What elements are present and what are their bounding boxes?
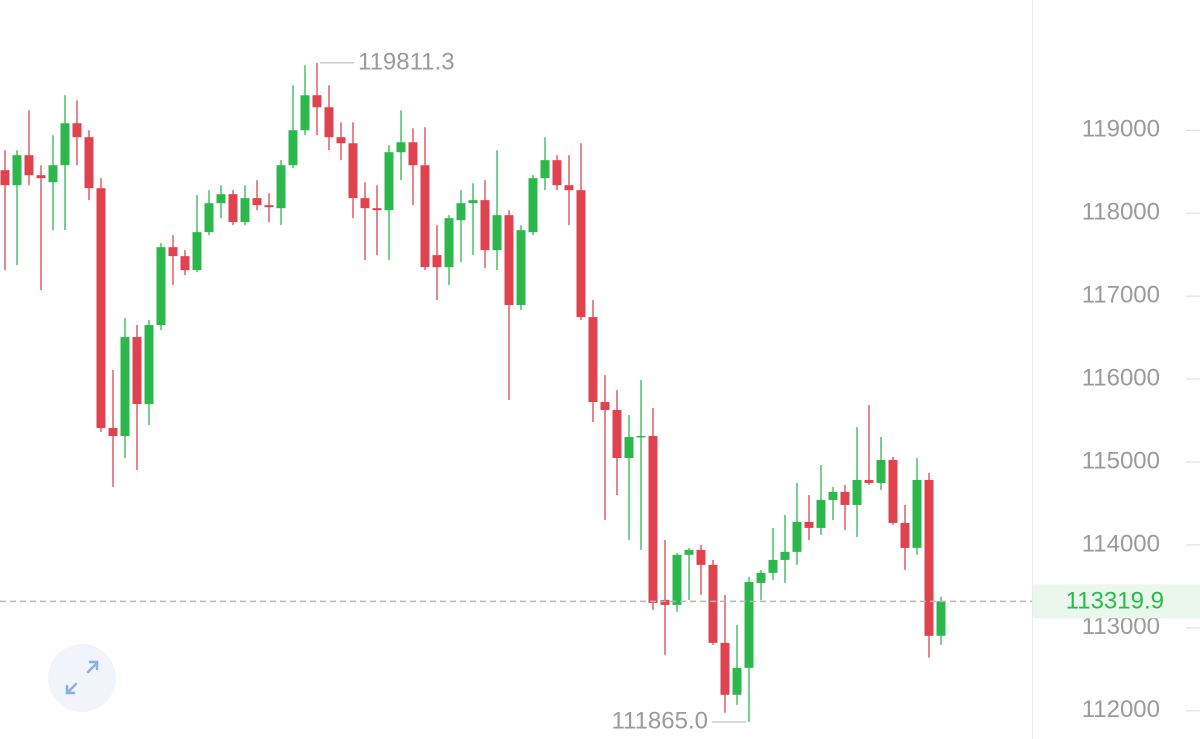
candle-body <box>384 152 394 211</box>
y-tick-label: 119000 <box>1082 116 1160 143</box>
candle-body <box>768 559 778 573</box>
candle-body <box>756 572 766 583</box>
candle-body <box>696 549 706 565</box>
candle-body <box>504 215 514 306</box>
candle-body <box>204 203 214 233</box>
candle-body <box>612 409 622 458</box>
y-tick-label: 118000 <box>1082 199 1160 226</box>
candle-body <box>72 123 82 138</box>
low-label: 111865.0 <box>611 707 708 734</box>
candle-body <box>780 551 790 560</box>
candle-body <box>660 599 670 605</box>
candle-body <box>708 564 718 643</box>
y-tick-label: 117000 <box>1082 281 1160 308</box>
candle-body <box>396 142 406 153</box>
candle-body <box>324 107 334 138</box>
candle-body <box>240 198 250 223</box>
candle-body <box>156 247 166 326</box>
candle-body <box>636 436 646 438</box>
y-tick-label: 115000 <box>1082 447 1160 474</box>
candle-body <box>420 165 430 268</box>
candle-body <box>0 170 10 186</box>
candle-body <box>168 247 178 257</box>
last-price-label: 113319.9 <box>1066 588 1164 615</box>
candle-body <box>336 137 346 144</box>
candle-body <box>900 522 910 548</box>
candle-body <box>48 165 58 183</box>
candle-body <box>564 185 574 191</box>
candle-body <box>312 95 322 108</box>
candle-body <box>300 95 310 131</box>
candle-body <box>816 499 826 528</box>
candle-body <box>912 479 922 548</box>
candle-body <box>12 155 22 186</box>
candle-body <box>792 521 802 552</box>
last-price-tag <box>1033 584 1200 619</box>
candle-body <box>528 178 538 233</box>
candle-body <box>36 175 46 179</box>
candle-body <box>624 437 634 458</box>
candle-body <box>372 208 382 211</box>
candle-body <box>840 491 850 505</box>
candle-body <box>588 317 598 403</box>
candle-body <box>84 137 94 189</box>
candle-body <box>468 200 478 204</box>
high-label: 119811.3 <box>358 48 455 75</box>
candle-body <box>432 255 442 268</box>
candle-body <box>684 549 694 555</box>
candle-body <box>120 337 130 437</box>
candle-body <box>444 218 454 268</box>
candle-body <box>516 230 526 306</box>
candle-body <box>804 521 814 528</box>
candle-body <box>276 165 286 209</box>
y-tick-label: 114000 <box>1082 530 1160 557</box>
y-tick-label: 112000 <box>1082 696 1160 723</box>
candle-body <box>864 479 874 483</box>
candle-body <box>252 198 262 206</box>
candle-body <box>672 554 682 605</box>
candle-body <box>732 667 742 695</box>
candle-body <box>348 143 358 199</box>
y-tick-label: 116000 <box>1082 364 1160 391</box>
expand-button[interactable] <box>48 644 116 712</box>
candle-body <box>180 256 190 271</box>
candle-body <box>648 436 658 603</box>
candle-body <box>552 160 562 186</box>
candle-body <box>408 142 418 166</box>
candle-body <box>936 601 946 636</box>
candle-body <box>288 130 298 166</box>
candle-body <box>888 459 898 523</box>
candle-body <box>876 459 886 483</box>
candle-body <box>96 188 106 428</box>
candle-body <box>192 232 202 271</box>
candle-body <box>60 123 70 166</box>
candle-body <box>144 325 154 405</box>
candle-body <box>456 203 466 221</box>
candle-body <box>828 491 838 500</box>
candle-body <box>720 642 730 695</box>
candle-body <box>852 479 862 505</box>
candle-body <box>132 337 142 405</box>
candle-body <box>108 427 118 437</box>
candle-body <box>744 581 754 668</box>
candle-body <box>264 205 274 208</box>
expand-icon[interactable] <box>65 660 99 695</box>
candle-body <box>576 190 586 318</box>
candle-body <box>540 160 550 179</box>
candle-body <box>360 198 370 209</box>
candle-body <box>924 479 934 636</box>
candle-body <box>24 155 34 176</box>
candle-body <box>228 194 238 223</box>
expand-button-bg[interactable] <box>48 644 116 712</box>
candle-body <box>492 215 502 251</box>
candle-body <box>216 194 226 204</box>
candle-body <box>480 200 490 251</box>
candle-body <box>600 402 610 410</box>
